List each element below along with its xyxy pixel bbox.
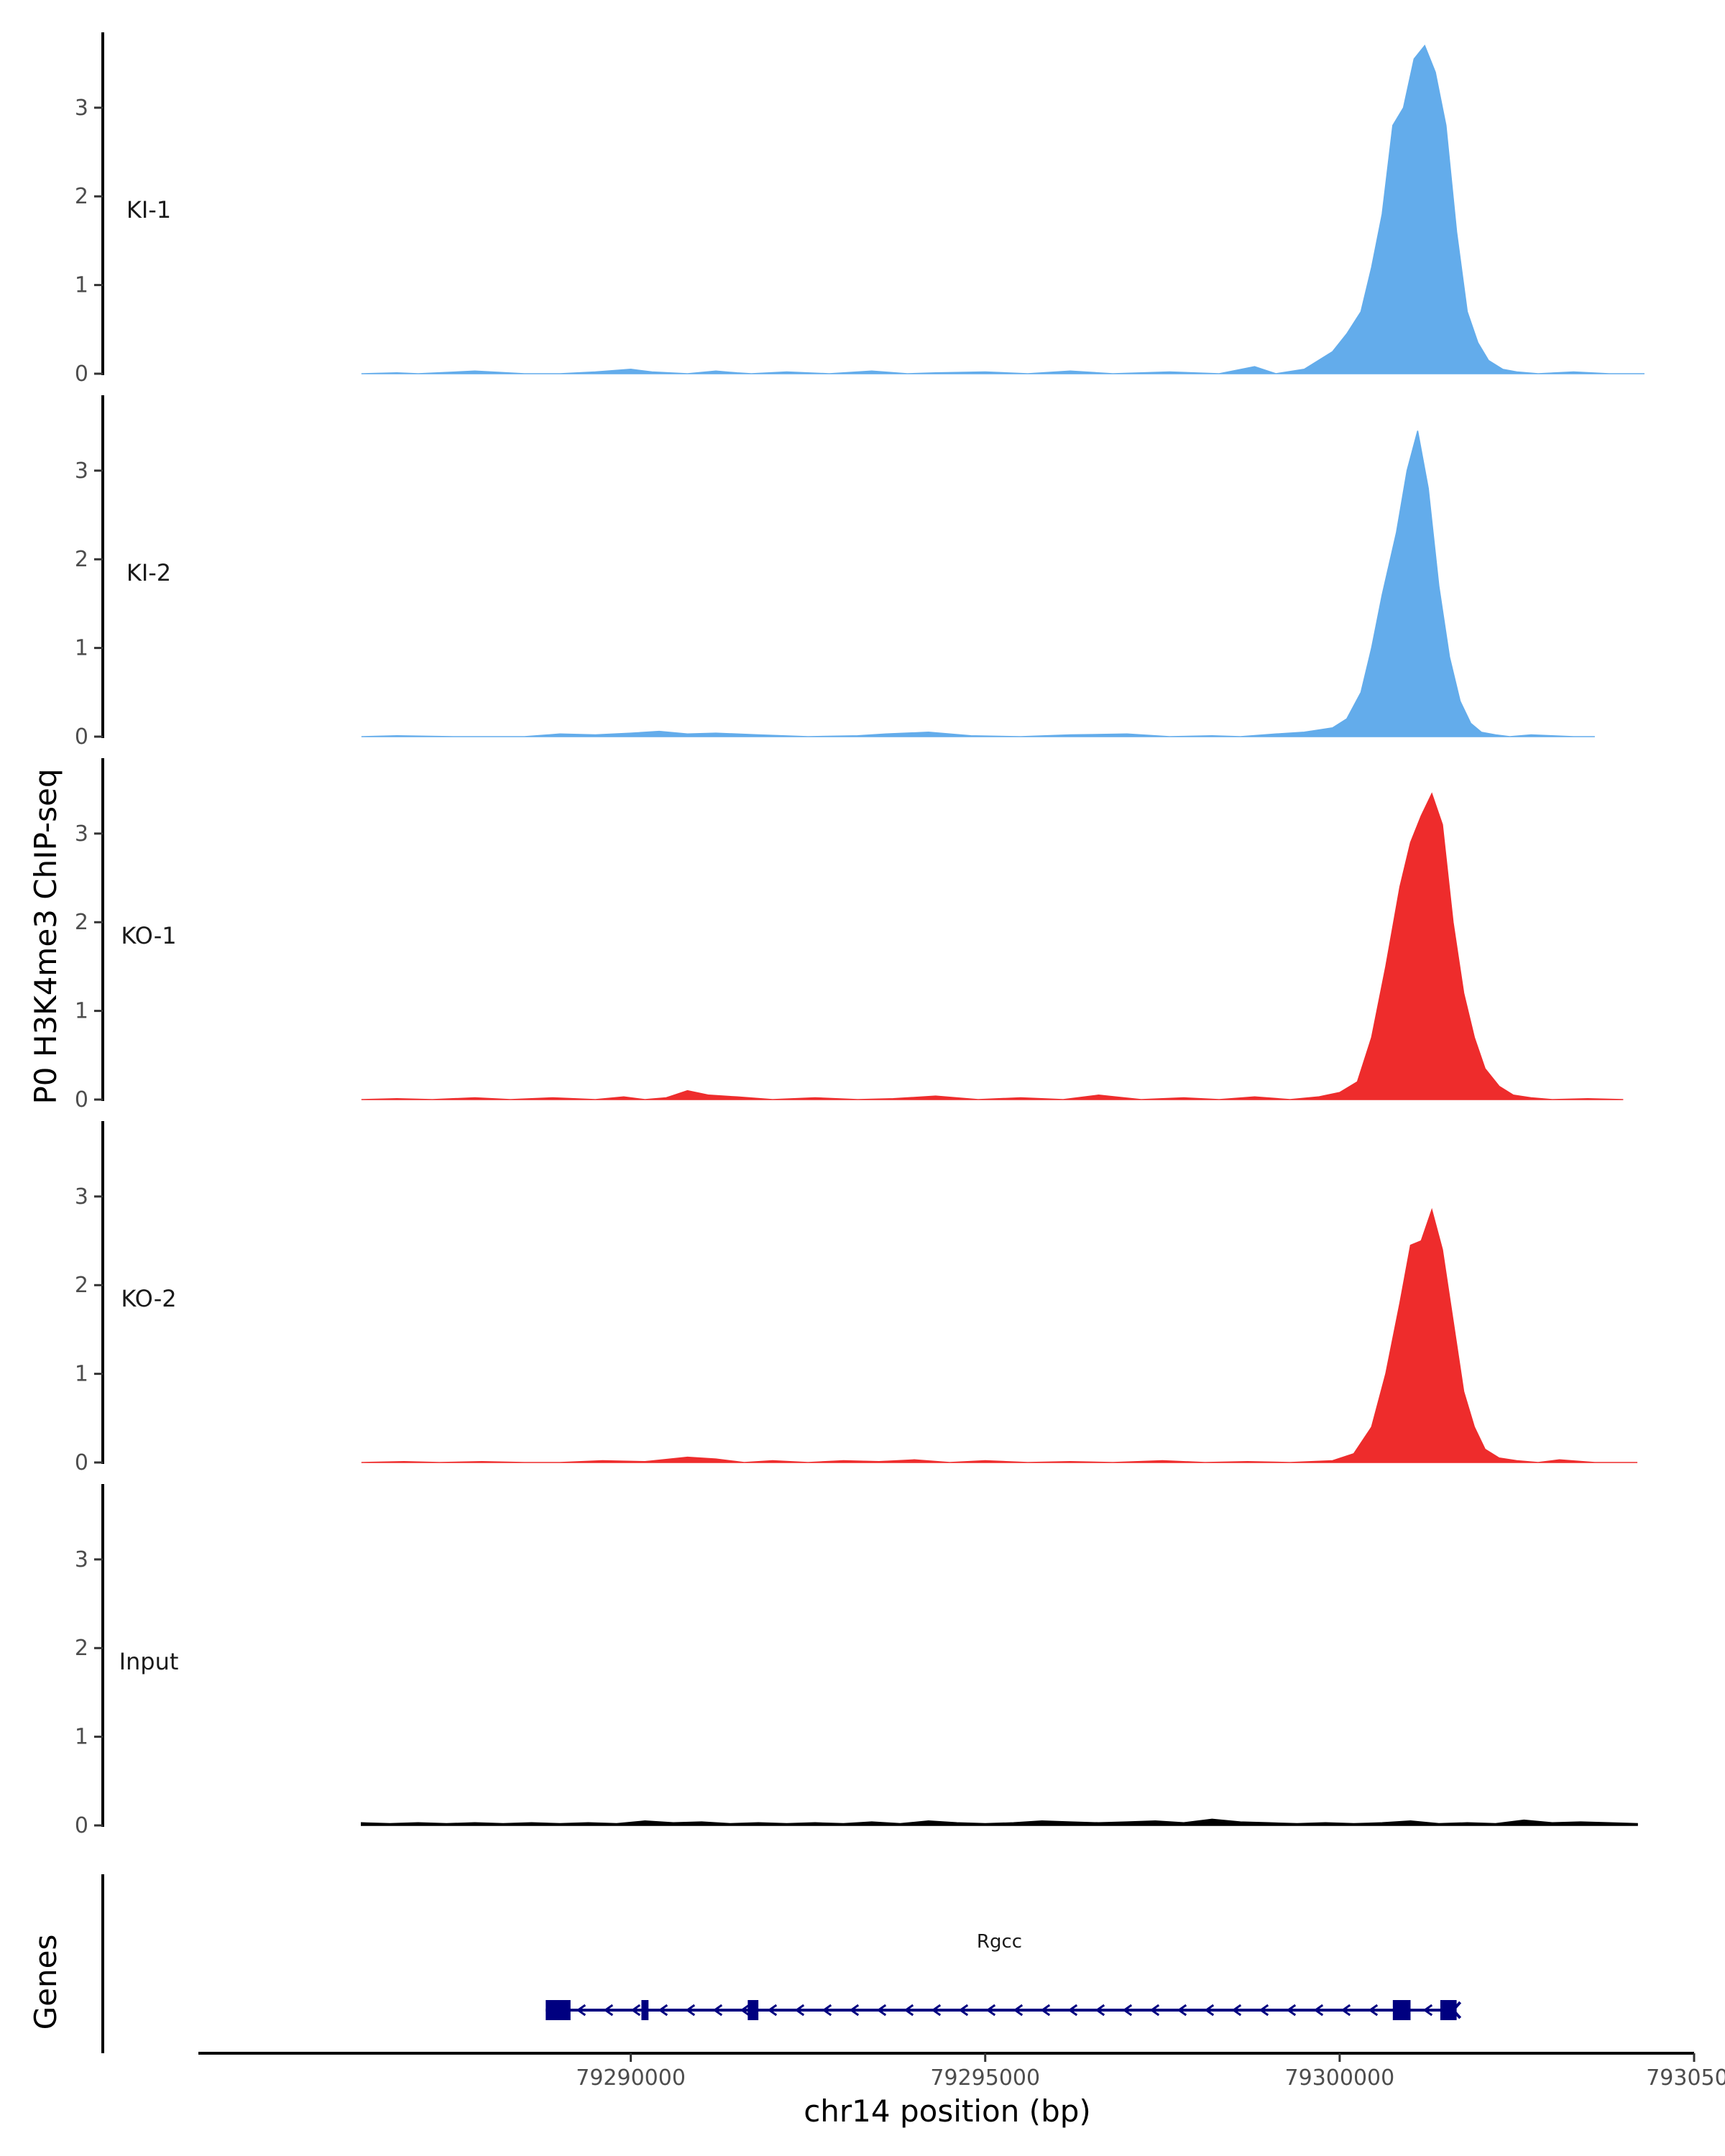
gene-track: Rgcc <box>546 1931 1462 2020</box>
x-tick-label-79300000: 79300000 <box>1285 2065 1395 2091</box>
strand-arrow-icon <box>1286 2004 1297 2017</box>
y-tick-label-ki-1-3: 3 <box>75 96 88 121</box>
x-tick-label-79305000: 7930500 <box>1646 2065 1725 2091</box>
x-axis: 79290000 79295000 79300000 7930500 <box>198 2052 1725 2091</box>
y-tick-label-ki-2-2: 2 <box>75 547 88 572</box>
track-label-ko-1: KO-1 <box>121 922 176 949</box>
y-tick-label-ki-1-2: 2 <box>75 184 88 209</box>
exon-2 <box>641 2000 649 2020</box>
strand-arrow-icon <box>822 2004 832 2017</box>
strand-arrow-icon <box>1231 2004 1242 2017</box>
y-tick-label-ki-2-1: 1 <box>75 636 88 661</box>
y-axis-title: P0 H3K4me3 ChIP-seq <box>28 768 63 1104</box>
y-tick-label-ki-2-0: 0 <box>75 724 88 750</box>
strand-arrow-icon <box>849 2004 860 2017</box>
strand-arrow-icon <box>1122 2004 1133 2017</box>
strand-arrow-icon <box>903 2004 914 2017</box>
y-tick-label-ko-1-0: 0 <box>75 1087 88 1112</box>
track-label-ki-1: KI-1 <box>126 196 171 224</box>
y-tick-label-ko-2-2: 2 <box>75 1273 88 1298</box>
strand-arrow-icon <box>630 2004 641 2017</box>
strand-arrow-icon <box>1422 2004 1433 2017</box>
strand-arrow-icon <box>1013 2004 1024 2017</box>
exon-3 <box>748 2000 759 2020</box>
strand-arrow-icon <box>1259 2004 1269 2017</box>
strand-arrow-icon <box>1040 2004 1051 2017</box>
y-tick-label-ki-1-1: 1 <box>75 273 88 298</box>
x-axis-title: chr14 position (bp) <box>804 2093 1091 2129</box>
y-tick-label-ko-2-0: 0 <box>75 1450 88 1475</box>
exon-5 <box>1440 2000 1457 2020</box>
strand-arrow-icon <box>1340 2004 1351 2017</box>
y-tick-label-ko-1-2: 2 <box>75 910 88 935</box>
strand-arrow-icon <box>603 2004 614 2017</box>
track-ko-1: 0 1 2 3 KO-1 <box>75 758 1624 1112</box>
x-tick-label-79290000: 79290000 <box>576 2065 686 2091</box>
strand-arrow-icon <box>985 2004 996 2017</box>
strand-arrow-icon <box>958 2004 969 2017</box>
track-label-ki-2: KI-2 <box>126 559 171 586</box>
strand-arrow-icon <box>876 2004 887 2017</box>
strand-arrow-icon <box>931 2004 942 2017</box>
track-ki-2: 0 1 2 3 KI-2 <box>75 395 1595 750</box>
coverage-area-ki-2 <box>361 430 1595 737</box>
strand-arrow-icon <box>1204 2004 1215 2017</box>
strand-arrow-icon <box>685 2004 696 2017</box>
strand-arrow-icon <box>712 2004 723 2017</box>
strand-arrow-icon <box>1095 2004 1105 2017</box>
strand-arrow-icon <box>767 2004 778 2017</box>
strand-arrow-icon <box>794 2004 805 2017</box>
track-input: 0 1 2 3 Input <box>75 1484 1638 1838</box>
exon-4 <box>1392 2000 1411 2020</box>
coverage-tracks: 0 1 2 3 KI-1 0 1 2 3 KI-2 0 1 2 3 KO-1 0 1 2 3 KO-2 0 1 2 3 Inpu… <box>75 32 1644 1838</box>
track-ko-2: 0 1 2 3 KO-2 <box>75 1121 1638 1475</box>
exon-1 <box>546 2000 571 2020</box>
y-tick-label-ko-1-3: 3 <box>75 821 88 847</box>
genes-panel: Rgcc <box>101 1874 1462 2053</box>
y-tick-label-ki-1-0: 0 <box>75 361 88 387</box>
y-tick-label-ko-1-1: 1 <box>75 999 88 1024</box>
strand-arrow-icon <box>1368 2004 1379 2017</box>
strand-arrow-icon <box>1067 2004 1078 2017</box>
y-tick-label-ko-2-1: 1 <box>75 1362 88 1387</box>
strand-arrow-icon <box>576 2004 586 2017</box>
coverage-area-ko-1 <box>361 792 1624 1100</box>
coverage-area-ko-2 <box>361 1207 1638 1463</box>
y-tick-label-ko-2-3: 3 <box>75 1184 88 1210</box>
genes-axis-title: Genes <box>28 1935 63 2030</box>
y-tick-label-ki-2-3: 3 <box>75 459 88 484</box>
strand-arrow-icon <box>658 2004 668 2017</box>
coverage-area-ki-1 <box>361 45 1644 374</box>
track-label-ko-2: KO-2 <box>121 1285 176 1312</box>
track-ki-1: 0 1 2 3 KI-1 <box>75 32 1644 387</box>
strand-arrow-icon <box>1177 2004 1187 2017</box>
strand-arrow-icon <box>740 2004 750 2017</box>
strand-arrow-icon <box>1149 2004 1160 2017</box>
y-tick-label-input-3: 3 <box>75 1547 88 1572</box>
strand-arrow-icon <box>1313 2004 1324 2017</box>
gene-rgcc: Rgcc <box>546 1931 1462 2020</box>
track-label-input: Input <box>119 1648 179 1675</box>
y-tick-label-input-2: 2 <box>75 1636 88 1661</box>
coverage-area-input <box>361 1818 1638 1826</box>
y-tick-label-input-1: 1 <box>75 1725 88 1750</box>
gene-label-rgcc: Rgcc <box>977 1931 1022 1953</box>
y-tick-label-input-0: 0 <box>75 1813 88 1838</box>
x-tick-label-79295000: 79295000 <box>930 2065 1040 2091</box>
